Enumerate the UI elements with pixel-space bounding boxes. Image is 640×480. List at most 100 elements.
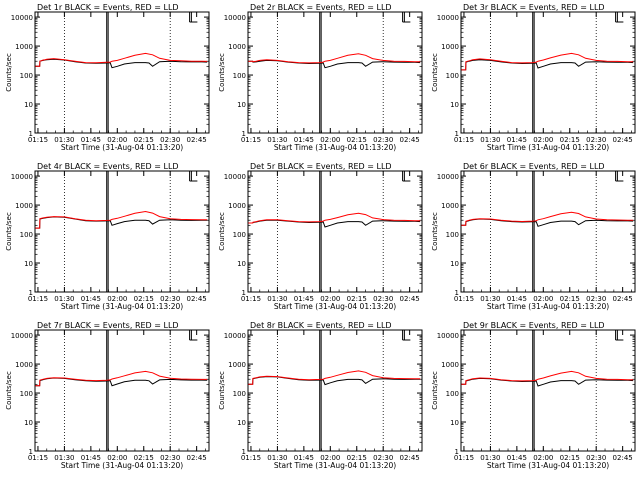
x-tick-label: 02:45 (400, 295, 420, 303)
y-axis-label: Counts/sec (5, 53, 13, 92)
x-tick-label: 02:15 (347, 136, 367, 144)
y-tick-label: 1 (29, 130, 33, 138)
y-tick-label: 10 (237, 419, 246, 427)
plot-frame (247, 329, 423, 452)
y-tick-label: 10000 (224, 173, 246, 181)
y-tick-label: 1000 (441, 43, 459, 51)
series-lld-line (248, 370, 421, 385)
plot-frame (34, 11, 210, 134)
y-tick-label: 1000 (228, 43, 246, 51)
x-tick-label: 01:15 (28, 136, 48, 144)
panel-det-4: Det 4r BLACK = Events, RED = LLD 1 10 100 10… (5, 162, 210, 311)
panel-title: Det 5r BLACK = Events, RED = LLD (250, 162, 392, 171)
x-tick-label: 02:00 (320, 136, 340, 144)
series-lld-line (461, 211, 634, 226)
x-tick-label: 02:30 (160, 295, 180, 303)
panel-det-8: Det 8r BLACK = Events, RED = LLD 1 10 100 10… (218, 321, 423, 470)
panel-title: Det 8r BLACK = Events, RED = LLD (250, 321, 392, 330)
plot-frame (34, 329, 210, 452)
y-axis-label: Counts/sec (218, 371, 226, 410)
x-tick-label: 01:15 (241, 136, 261, 144)
plot-frame (34, 170, 210, 293)
x-tick-label: 01:30 (480, 295, 500, 303)
series-events-line (35, 216, 208, 229)
panel-det-5: Det 5r BLACK = Events, RED = LLD 1 10 100 10… (218, 162, 423, 311)
y-tick-label: 100 (446, 231, 459, 239)
y-tick-label: 1000 (441, 361, 459, 369)
panel-det-3: Det 3r BLACK = Events, RED = LLD 1 10 100 10… (431, 3, 636, 152)
x-tick-label: 02:15 (347, 454, 367, 462)
series-events-line (248, 219, 421, 228)
panel-title: Det 3r BLACK = Events, RED = LLD (463, 3, 605, 12)
y-tick-label: 1000 (441, 202, 459, 210)
x-tick-label: 02:00 (107, 136, 127, 144)
x-tick-label: 01:30 (480, 136, 500, 144)
y-axis-label: Counts/sec (431, 212, 439, 251)
y-tick-label: 100 (446, 72, 459, 80)
x-axis-label: Start Time (31-Aug-04 01:13:20) (274, 143, 396, 152)
y-tick-label: 10 (24, 419, 33, 427)
y-tick-label: 1 (29, 289, 33, 297)
x-tick-label: 01:15 (241, 454, 261, 462)
panel-det-6: Det 6r BLACK = Events, RED = LLD 1 10 100 10… (431, 162, 636, 311)
x-tick-label: 01:15 (454, 295, 474, 303)
panel-det-1: Det 1r BLACK = Events, RED = LLD 1 10 100 10… (5, 3, 210, 152)
x-tick-label: 02:30 (586, 454, 606, 462)
x-axis-label: Start Time (31-Aug-04 01:13:20) (487, 461, 609, 470)
x-tick-label: 02:00 (533, 295, 553, 303)
y-axis-label: Counts/sec (5, 212, 13, 251)
x-tick-label: 02:15 (560, 136, 580, 144)
panel-title: Det 9r BLACK = Events, RED = LLD (463, 321, 605, 330)
plot-frame (460, 170, 636, 293)
y-tick-label: 1 (455, 289, 459, 297)
y-tick-label: 1 (29, 448, 33, 456)
x-tick-label: 02:15 (134, 454, 154, 462)
x-tick-label: 02:00 (320, 295, 340, 303)
x-axis-label: Start Time (31-Aug-04 01:13:20) (61, 461, 183, 470)
plot-frame (460, 329, 636, 452)
y-tick-label: 10000 (224, 14, 246, 22)
y-axis-label: Counts/sec (5, 371, 13, 410)
y-tick-label: 10000 (437, 173, 459, 181)
panel-title: Det 1r BLACK = Events, RED = LLD (37, 3, 179, 12)
x-tick-label: 01:15 (454, 136, 474, 144)
y-tick-label: 100 (446, 390, 459, 398)
x-tick-label: 01:30 (54, 295, 74, 303)
y-tick-label: 10 (450, 260, 459, 268)
x-axis-label: Start Time (31-Aug-04 01:13:20) (487, 143, 609, 152)
y-tick-label: 1000 (15, 43, 33, 51)
y-tick-label: 10 (237, 101, 246, 109)
series-events-line (461, 59, 634, 71)
x-axis-label: Start Time (31-Aug-04 01:13:20) (61, 302, 183, 311)
y-axis-label: Counts/sec (218, 212, 226, 251)
x-tick-label: 02:30 (586, 295, 606, 303)
panel-det-2: Det 2r BLACK = Events, RED = LLD 1 10 100 10… (218, 3, 423, 152)
y-tick-label: 10 (237, 260, 246, 268)
x-tick-label: 02:15 (134, 295, 154, 303)
x-tick-label: 02:15 (347, 295, 367, 303)
x-tick-label: 02:45 (400, 136, 420, 144)
y-tick-label: 10 (24, 101, 33, 109)
y-axis-label: Counts/sec (431, 53, 439, 92)
y-tick-label: 10000 (11, 173, 33, 181)
y-tick-label: 1000 (228, 361, 246, 369)
y-tick-label: 10 (450, 101, 459, 109)
x-tick-label: 02:00 (533, 136, 553, 144)
x-axis-label: Start Time (31-Aug-04 01:13:20) (487, 302, 609, 311)
x-tick-label: 01:45 (507, 136, 527, 144)
x-tick-label: 02:45 (613, 295, 633, 303)
panel-det-9: Det 9r BLACK = Events, RED = LLD 1 10 100 10… (431, 321, 636, 470)
x-tick-label: 01:30 (54, 136, 74, 144)
x-tick-label: 01:30 (267, 454, 287, 462)
y-tick-label: 1 (242, 448, 246, 456)
series-lld-line (461, 370, 634, 385)
y-tick-label: 10000 (437, 332, 459, 340)
x-tick-label: 02:45 (187, 454, 207, 462)
x-tick-label: 01:45 (81, 454, 101, 462)
x-tick-label: 02:00 (107, 454, 127, 462)
x-tick-label: 02:30 (373, 454, 393, 462)
panel-title: Det 4r BLACK = Events, RED = LLD (37, 162, 179, 171)
x-tick-label: 02:30 (373, 295, 393, 303)
x-tick-label: 01:45 (294, 295, 314, 303)
x-axis-label: Start Time (31-Aug-04 01:13:20) (274, 302, 396, 311)
